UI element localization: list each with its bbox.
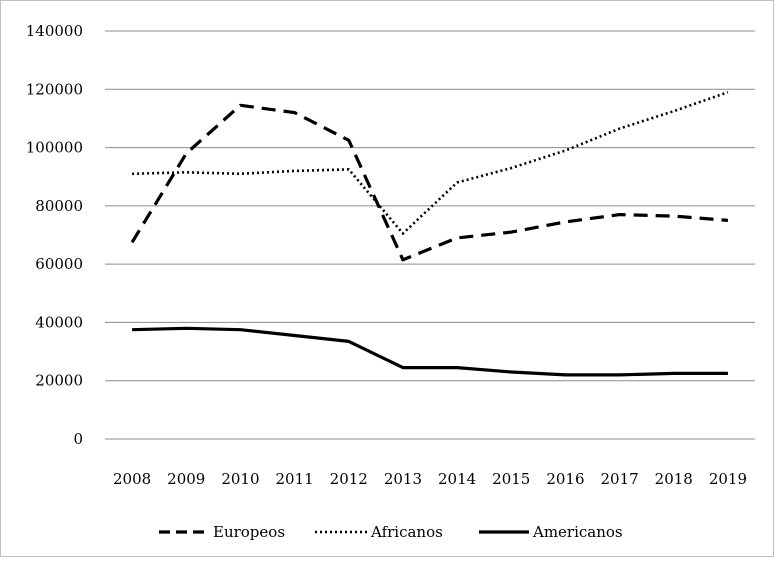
x-tick-label: 2019 — [709, 470, 747, 488]
x-tick-label: 2009 — [167, 470, 205, 488]
y-tick-label: 120000 — [26, 80, 83, 98]
y-tick-label: 140000 — [26, 22, 83, 40]
x-tick-label: 2015 — [492, 470, 530, 488]
x-tick-label: 2016 — [546, 470, 584, 488]
gridlines — [105, 30, 755, 440]
x-tick-label: 2012 — [330, 470, 368, 488]
x-tick-label: 2010 — [221, 470, 259, 488]
x-tick-label: 2008 — [113, 470, 151, 488]
y-tick-label: 100000 — [26, 139, 83, 157]
y-axis-tick-labels: 0 20000 40000 60000 80000 100000 120000 140000 — [26, 22, 83, 448]
legend: Europeos Africanos Americanos — [159, 523, 623, 541]
y-tick-label: 60000 — [35, 255, 83, 273]
y-tick-label: 40000 — [35, 313, 83, 331]
series-line-europeos — [130, 103, 729, 262]
x-tick-label: 2018 — [655, 470, 693, 488]
series-line-africanos — [132, 90, 729, 235]
x-tick-label: 2011 — [275, 470, 313, 488]
x-tick-label: 2017 — [600, 470, 638, 488]
legend-label-africanos: Africanos — [370, 523, 443, 541]
x-tick-label: 2014 — [438, 470, 476, 488]
x-axis-tick-labels: 2008 2009 2010 2011 2012 2013 2014 2015 2016 2017… — [113, 470, 747, 488]
legend-label-americanos: Americanos — [532, 523, 623, 541]
series-line-americanos — [132, 326, 728, 377]
y-tick-label: 20000 — [35, 372, 83, 390]
x-tick-label: 2013 — [384, 470, 422, 488]
series-lines — [130, 90, 729, 377]
y-tick-label: 80000 — [35, 197, 83, 215]
y-tick-label: 0 — [73, 430, 83, 448]
legend-label-europeos: Europeos — [213, 523, 285, 541]
